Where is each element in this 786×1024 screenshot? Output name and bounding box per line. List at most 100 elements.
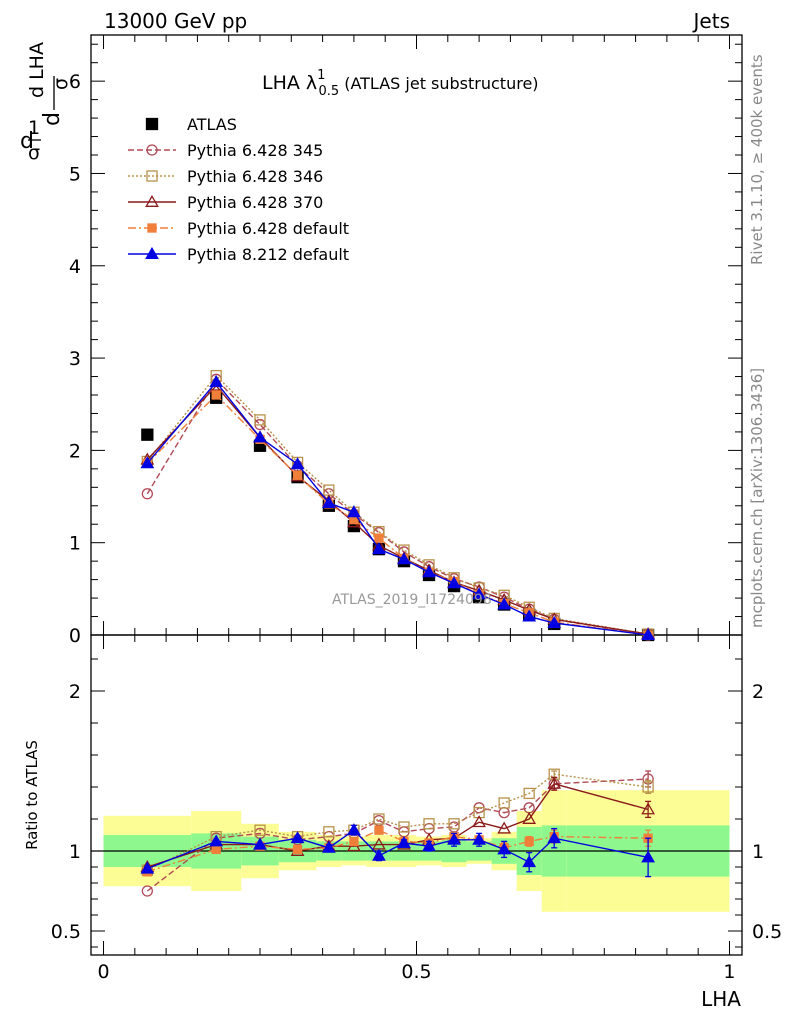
legend-label: Pythia 6.428 default: [187, 219, 349, 238]
plot-title: LHA λ1 0.5 (ATLAS jet substructure): [262, 68, 539, 99]
series-5-main-point: [641, 627, 655, 640]
series-4-ratio-point: [211, 844, 221, 855]
series-1-main-point: [141, 488, 153, 500]
legend-label: Pythia 6.428 345: [187, 141, 323, 160]
series-2-ratio-point: [498, 797, 510, 809]
ratio-y-label: Ratio to ATLAS: [23, 740, 41, 850]
legend-entry-1: Pythia 6.428 345: [128, 141, 323, 160]
series-5-main-point: [140, 456, 155, 469]
ratio-y-tick-label: 2: [69, 681, 81, 703]
series-4-ratio-point: [292, 844, 303, 855]
svg-text:σ: σ: [28, 142, 40, 164]
series-5-ratio-point: [372, 848, 386, 861]
series-2-ratio-point: [642, 781, 654, 793]
legend-label: ATLAS: [187, 115, 237, 134]
series-5-ratio-point: [547, 831, 562, 844]
main-y-tick-label: 3: [69, 348, 81, 370]
mcplots-credit-text: mcplots.cern.ch [arXiv:1306.3436]: [748, 368, 766, 628]
svg-text:1: 1: [28, 117, 40, 139]
main-y-tick-label: 1: [69, 533, 81, 555]
series-4-ratio-line: [147, 829, 649, 873]
series-5-ratio-point: [397, 835, 411, 848]
series-3-ratio-point: [522, 811, 537, 824]
series-5-main-point: [209, 375, 224, 388]
legend-marker: [145, 246, 159, 259]
series-5-ratio-point: [472, 832, 486, 845]
series-5-main-point: [422, 565, 436, 578]
series-5-ratio-point: [253, 837, 267, 850]
legend-label: Pythia 6.428 346: [187, 167, 323, 186]
series-5-ratio-point: [641, 850, 655, 863]
series-4-main-point: [292, 470, 303, 480]
series-2-ratio-point: [523, 787, 535, 800]
series-5-main-point: [497, 597, 512, 610]
series-5-ratio-point: [140, 861, 155, 874]
svg-text:σ: σ: [50, 78, 72, 90]
legend-label: Pythia 8.212 default: [187, 245, 349, 264]
legend-label: Pythia 6.428 370: [187, 193, 323, 212]
series-5-ratio-point: [447, 832, 461, 845]
x-tick-label: 0.5: [401, 961, 431, 983]
legend-marker: [145, 194, 159, 207]
ratio-y-tick-label-right: 2: [752, 681, 764, 703]
series-4-main-point: [211, 390, 221, 400]
series-0-main-point: [141, 428, 154, 441]
series-3-ratio-point: [547, 776, 562, 789]
ratio-y-tick-label: 0.5: [51, 921, 81, 943]
series-5-main-point: [547, 615, 562, 628]
analysis-watermark: ATLAS_2019_I1724098: [332, 592, 492, 608]
header-energy: 13000 GeV pp: [104, 9, 247, 33]
header-process: Jets: [692, 9, 730, 33]
data-series: [140, 369, 655, 897]
series-5-ratio-point: [522, 855, 537, 868]
series-2-ratio-point: [323, 826, 335, 838]
legend: ATLAS Pythia 6.428 345 Pythia 6.428 346 Pyt…: [128, 115, 349, 264]
series-2-ratio-point: [448, 818, 460, 830]
series-5-ratio-point: [422, 839, 436, 852]
main-y-tick-label: 2: [69, 440, 81, 462]
series-2-ratio-point: [398, 821, 410, 833]
rivet-version-text: Rivet 3.1.10, ≥ 400k events: [748, 54, 766, 265]
series-5-ratio-point: [347, 823, 361, 836]
series-4-main-line: [146, 394, 649, 636]
legend-entry-4: Pythia 6.428 default: [128, 219, 349, 238]
series-5-ratio-point: [321, 840, 336, 853]
main-y-tick-label: 0: [69, 625, 81, 647]
svg-text:d LHA: d LHA: [26, 42, 48, 98]
series-2-ratio-point: [254, 824, 266, 836]
series-3-ratio-point: [472, 815, 486, 828]
series-5-main-point: [472, 587, 486, 600]
main-y-tick-label: 5: [69, 163, 81, 185]
svg-text:d: d: [40, 112, 65, 126]
series-5-main-point: [447, 576, 461, 589]
series-5-main-point: [321, 495, 336, 508]
legend-entry-0: ATLAS: [145, 115, 237, 134]
series-2-ratio-line: [147, 773, 649, 871]
series-5-main-point: [522, 609, 537, 622]
legend-entry-5: Pythia 8.212 default: [128, 245, 349, 264]
x-tick-label: 1: [723, 961, 735, 983]
legend-marker: [147, 223, 157, 233]
legend-marker: [146, 144, 158, 156]
series-4-ratio-point: [374, 825, 384, 835]
main-y-tick-label: 6: [69, 71, 81, 93]
series-4-ratio-point: [524, 836, 534, 847]
ratio-y-tick-label-right: 0.5: [752, 921, 782, 943]
axis-ticks: 0 0.5 1 0 1 2 3 4 5 6 0.5 0.5 1 1 2 2: [51, 35, 782, 983]
series-5-ratio-point: [497, 842, 512, 855]
main-y-label: d 1 σ d σ d LHA: [20, 42, 72, 164]
series-5-ratio-point: [290, 831, 305, 844]
series-3-ratio-point: [641, 802, 655, 815]
main-y-tick-label: 4: [69, 256, 81, 278]
series-2-main-point: [254, 414, 266, 426]
series-2-ratio-point: [373, 813, 385, 825]
series-2-ratio-point: [423, 818, 435, 830]
ratio-y-tick-label: 1: [69, 841, 81, 863]
series-5-ratio-point: [209, 834, 224, 847]
series-5-main-point: [397, 552, 411, 565]
ratio-y-tick-label-right: 1: [752, 841, 764, 863]
svg-text:d: d: [20, 129, 34, 154]
x-axis-label: LHA: [701, 987, 741, 1011]
x-tick-label: 0: [97, 961, 109, 983]
